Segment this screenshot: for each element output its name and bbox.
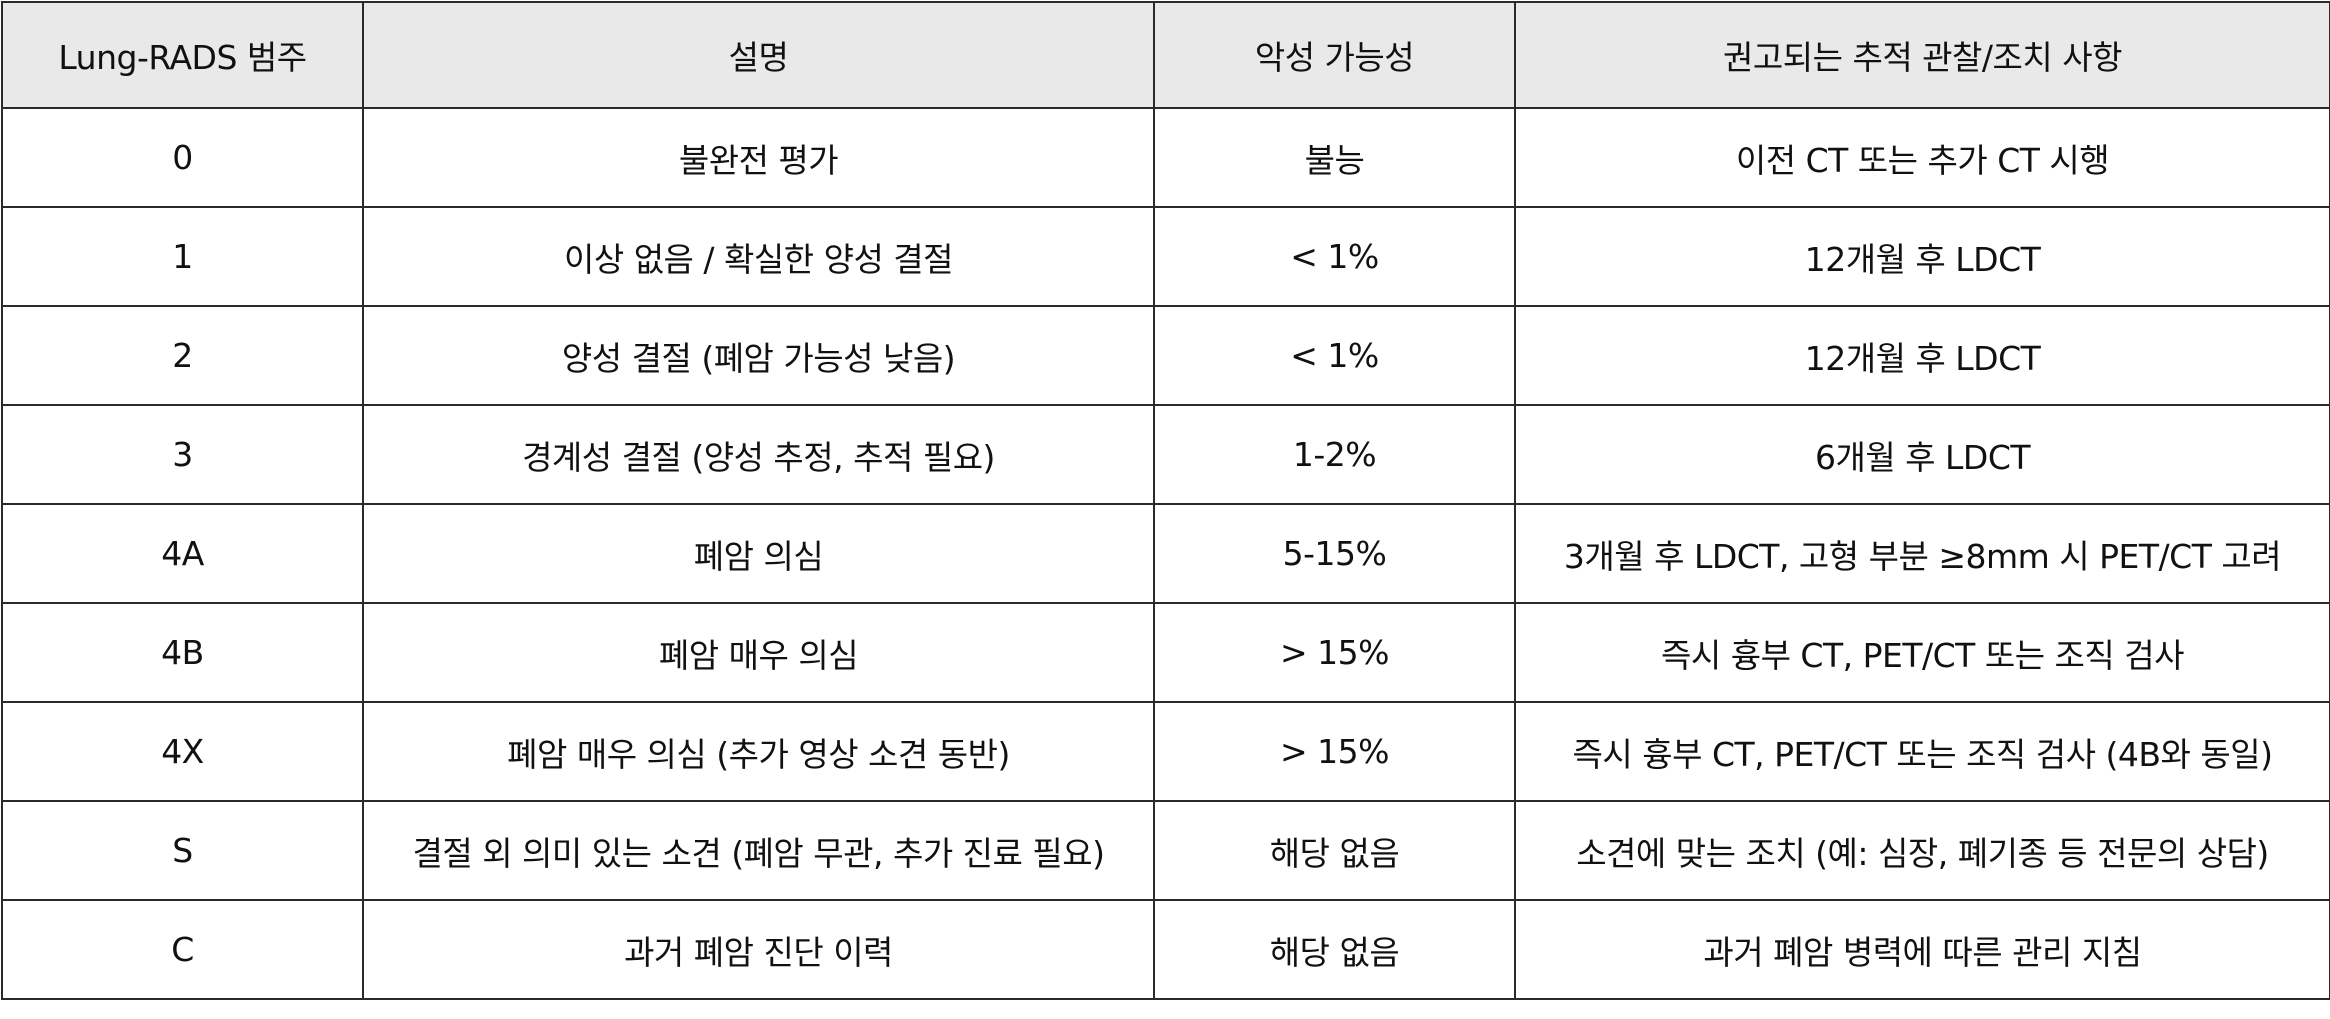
- cell-category: 4X: [1, 701, 364, 802]
- table-body: 0 불완전 평가 불능 이전 CT 또는 추가 CT 시행 1 이상 없음 / …: [1, 107, 2330, 1000]
- header-row: Lung-RADS 범주 설명 악성 가능성 권고되는 추적 관찰/조치 사항: [1, 1, 2330, 109]
- cell-description: 양성 결절 (폐암 가능성 낮음): [362, 305, 1155, 406]
- cell-description: 과거 폐암 진단 이력: [362, 899, 1155, 1000]
- table-row: 4A 폐암 의심 5-15% 3개월 후 LDCT, 고형 부분 ≥8mm 시 …: [1, 503, 2330, 604]
- cell-description: 불완전 평가: [362, 107, 1155, 208]
- table-row: 4X 폐암 매우 의심 (추가 영상 소견 동반) > 15% 즉시 흉부 CT…: [1, 701, 2330, 802]
- cell-recommendation: 6개월 후 LDCT: [1514, 404, 2330, 505]
- header-description: 설명: [362, 1, 1155, 109]
- cell-description: 폐암 의심: [362, 503, 1155, 604]
- header-category: Lung-RADS 범주: [1, 1, 364, 109]
- cell-malignancy: 해당 없음: [1153, 800, 1516, 901]
- table-row: S 결절 외 의미 있는 소견 (폐암 무관, 추가 진료 필요) 해당 없음 …: [1, 800, 2330, 901]
- cell-recommendation: 3개월 후 LDCT, 고형 부분 ≥8mm 시 PET/CT 고려: [1514, 503, 2330, 604]
- cell-malignancy: < 1%: [1153, 206, 1516, 307]
- table-header: Lung-RADS 범주 설명 악성 가능성 권고되는 추적 관찰/조치 사항: [1, 1, 2330, 109]
- cell-category: 0: [1, 107, 364, 208]
- cell-description: 폐암 매우 의심 (추가 영상 소견 동반): [362, 701, 1155, 802]
- cell-malignancy: 해당 없음: [1153, 899, 1516, 1000]
- cell-recommendation: 12개월 후 LDCT: [1514, 305, 2330, 406]
- table-row: C 과거 폐암 진단 이력 해당 없음 과거 폐암 병력에 따른 관리 지침: [1, 899, 2330, 1000]
- cell-malignancy: > 15%: [1153, 701, 1516, 802]
- lung-rads-table: Lung-RADS 범주 설명 악성 가능성 권고되는 추적 관찰/조치 사항 …: [1, 1, 2330, 1000]
- cell-malignancy: 1-2%: [1153, 404, 1516, 505]
- cell-category: C: [1, 899, 364, 1000]
- cell-description: 폐암 매우 의심: [362, 602, 1155, 703]
- cell-description: 결절 외 의미 있는 소견 (폐암 무관, 추가 진료 필요): [362, 800, 1155, 901]
- cell-recommendation: 즉시 흉부 CT, PET/CT 또는 조직 검사 (4B와 동일): [1514, 701, 2330, 802]
- cell-category: 1: [1, 206, 364, 307]
- table-row: 3 경계성 결절 (양성 추정, 추적 필요) 1-2% 6개월 후 LDCT: [1, 404, 2330, 505]
- cell-recommendation: 이전 CT 또는 추가 CT 시행: [1514, 107, 2330, 208]
- cell-category: 4A: [1, 503, 364, 604]
- table-row: 4B 폐암 매우 의심 > 15% 즉시 흉부 CT, PET/CT 또는 조직…: [1, 602, 2330, 703]
- cell-recommendation: 즉시 흉부 CT, PET/CT 또는 조직 검사: [1514, 602, 2330, 703]
- table-row: 0 불완전 평가 불능 이전 CT 또는 추가 CT 시행: [1, 107, 2330, 208]
- header-malignancy: 악성 가능성: [1153, 1, 1516, 109]
- cell-description: 경계성 결절 (양성 추정, 추적 필요): [362, 404, 1155, 505]
- cell-recommendation: 소견에 맞는 조치 (예: 심장, 폐기종 등 전문의 상담): [1514, 800, 2330, 901]
- header-recommendation: 권고되는 추적 관찰/조치 사항: [1514, 1, 2330, 109]
- cell-category: 4B: [1, 602, 364, 703]
- cell-category: S: [1, 800, 364, 901]
- cell-recommendation: 과거 폐암 병력에 따른 관리 지침: [1514, 899, 2330, 1000]
- cell-malignancy: < 1%: [1153, 305, 1516, 406]
- cell-malignancy: 5-15%: [1153, 503, 1516, 604]
- cell-malignancy: > 15%: [1153, 602, 1516, 703]
- cell-description: 이상 없음 / 확실한 양성 결절: [362, 206, 1155, 307]
- table-row: 2 양성 결절 (폐암 가능성 낮음) < 1% 12개월 후 LDCT: [1, 305, 2330, 406]
- cell-category: 3: [1, 404, 364, 505]
- cell-malignancy: 불능: [1153, 107, 1516, 208]
- cell-category: 2: [1, 305, 364, 406]
- table-row: 1 이상 없음 / 확실한 양성 결절 < 1% 12개월 후 LDCT: [1, 206, 2330, 307]
- cell-recommendation: 12개월 후 LDCT: [1514, 206, 2330, 307]
